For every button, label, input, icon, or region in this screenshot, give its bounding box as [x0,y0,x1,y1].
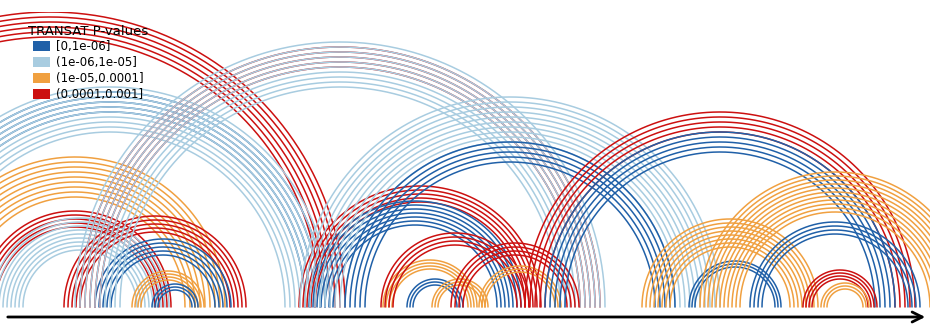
Legend: [0,1e-06], (1e-06,1e-05], (1e-05,0.0001], (0.0001,0.001]: [0,1e-06], (1e-06,1e-05], (1e-05,0.0001]… [24,21,152,105]
